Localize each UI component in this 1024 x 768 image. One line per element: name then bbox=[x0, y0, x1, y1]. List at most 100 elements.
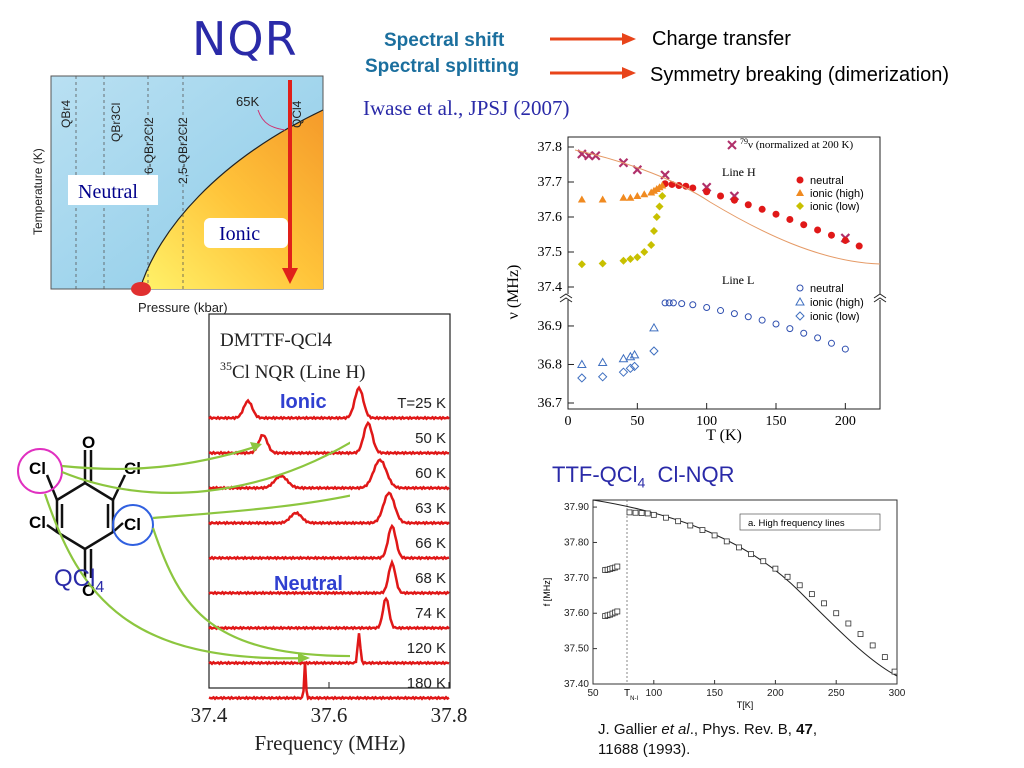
compound-label: 2,6-QBr2Cl2 bbox=[142, 117, 156, 184]
spectra-neutral-label: Neutral bbox=[274, 573, 343, 595]
iwase-point bbox=[689, 184, 697, 192]
gallier-point bbox=[736, 544, 742, 551]
iwase-point bbox=[744, 313, 752, 321]
iwase-point bbox=[655, 202, 664, 211]
iwase-point bbox=[597, 357, 608, 367]
iwase-point bbox=[665, 299, 673, 307]
temperature-label: 180 K bbox=[407, 675, 446, 692]
gallier-point bbox=[638, 510, 645, 516]
cl-bottom-right: Cl bbox=[124, 515, 141, 534]
gallier-point bbox=[857, 631, 864, 638]
iwase-point bbox=[772, 320, 780, 328]
phase-ylabel: Temperature (K) bbox=[31, 148, 45, 235]
iwase-point bbox=[772, 210, 780, 218]
ionic-region-label: Ionic bbox=[219, 223, 260, 245]
iwase-point bbox=[629, 361, 640, 372]
iwase-point bbox=[814, 334, 822, 342]
gallier-point bbox=[644, 510, 651, 517]
iwase-xtick: 0 bbox=[565, 414, 572, 429]
iwase-xtick: 200 bbox=[835, 414, 856, 429]
spectra-title-2: Cl NQR (Line H) bbox=[232, 362, 366, 383]
spectra-title-1: DMTTF-QCl4 bbox=[220, 330, 332, 351]
iwase-point bbox=[577, 359, 587, 368]
phase-xlabel: Pressure (kbar) bbox=[138, 300, 228, 315]
neutral-region-label: Neutral bbox=[78, 181, 138, 203]
iwase-point bbox=[795, 296, 805, 306]
iwase-point bbox=[669, 299, 677, 307]
phase-diagram: QBr4 QBr3Cl 2,6-QBr2Cl2 2,5-QBr2Cl2 QCl4… bbox=[31, 75, 324, 315]
gallier-ytick: 37.40 bbox=[564, 679, 589, 690]
iwase-point bbox=[658, 192, 667, 200]
iwase-legend-entry: ionic (low) bbox=[810, 201, 860, 213]
iwase-point bbox=[786, 325, 794, 333]
iwase-citation: Iwase et al., JPSJ (2007) bbox=[363, 96, 570, 120]
ttf-plot-title: TTF-QCl4 Cl-NQR bbox=[552, 462, 735, 491]
iwase-point bbox=[795, 311, 805, 321]
gallier-xtick: 200 bbox=[767, 688, 784, 699]
gallier-ytick: 37.50 bbox=[564, 644, 589, 655]
iwase-xtick: 50 bbox=[630, 414, 644, 429]
charge-transfer-label: Charge transfer bbox=[652, 28, 791, 50]
gallier-point bbox=[772, 565, 779, 572]
iwase-xtick: 100 bbox=[696, 414, 717, 429]
compound-label: QCl4 bbox=[290, 100, 304, 128]
iwase-point bbox=[682, 182, 690, 190]
iwase-legend-entry: ionic (high) bbox=[810, 297, 864, 309]
iwase-point bbox=[577, 260, 586, 269]
iwase-point bbox=[800, 221, 808, 229]
temperature-label: 60 K bbox=[415, 465, 446, 482]
spectrum-trace bbox=[208, 633, 450, 666]
iwase-point bbox=[827, 231, 835, 239]
spectra-xlabel: Frequency (MHz) bbox=[254, 731, 405, 755]
iwase-xlabel: T (K) bbox=[706, 427, 742, 444]
iwase-point bbox=[649, 227, 658, 235]
gallier-point bbox=[632, 509, 639, 516]
iwase-point bbox=[647, 241, 656, 249]
gallier-point bbox=[796, 582, 803, 589]
spectra-xtick: 37.6 bbox=[311, 703, 348, 727]
iwase-point bbox=[717, 192, 725, 200]
iwase-point bbox=[796, 189, 804, 196]
temp-annotation: 65K bbox=[236, 94, 259, 109]
iwase-point bbox=[626, 255, 635, 263]
iwase-point bbox=[689, 301, 697, 309]
gallier-point bbox=[845, 620, 852, 627]
spectra-xtick: 37.4 bbox=[191, 703, 228, 727]
temperature-label: 120 K bbox=[407, 640, 446, 657]
temperature-label: T=25 K bbox=[397, 395, 446, 412]
temperature-label: 63 K bbox=[415, 500, 446, 517]
iwase-legend-top: 79ν (normalized at 200 K) bbox=[740, 137, 853, 151]
iwase-ytick: 37.4 bbox=[538, 280, 563, 295]
iwase-legend-line-h: Line H bbox=[722, 165, 756, 179]
gallier-point bbox=[808, 591, 815, 598]
gallier-xtick: 300 bbox=[889, 688, 906, 699]
iwase-point bbox=[577, 149, 587, 159]
gallier-ytick: 37.80 bbox=[564, 537, 589, 548]
iwase-point bbox=[629, 349, 640, 359]
iwase-legend-entry: neutral bbox=[810, 283, 844, 295]
gallier-ytick: 37.90 bbox=[564, 502, 589, 513]
spectrum-trace bbox=[208, 420, 450, 456]
oxygen-top: O bbox=[82, 433, 95, 452]
compound-label: 2,5-QBr2Cl2 bbox=[176, 117, 190, 184]
slide-title: NQR bbox=[192, 12, 298, 66]
gallier-point bbox=[614, 563, 621, 570]
iwase-ytick: 37.7 bbox=[538, 175, 563, 190]
gallier-point bbox=[748, 551, 754, 558]
iwase-point bbox=[625, 351, 636, 361]
gallier-point bbox=[626, 509, 633, 516]
gallier-xtick: 250 bbox=[828, 688, 845, 699]
iwase-point bbox=[786, 215, 794, 223]
iwase-point bbox=[841, 345, 849, 353]
spectrum-trace bbox=[208, 596, 450, 631]
gallier-ylabel: f [MHz] bbox=[542, 578, 552, 607]
iwase-point bbox=[626, 193, 635, 201]
spectra-ionic-label: Ionic bbox=[280, 391, 327, 413]
iwase-ytick: 37.5 bbox=[538, 245, 563, 260]
compound-label: QBr4 bbox=[59, 100, 73, 128]
temperature-label: 68 K bbox=[415, 570, 446, 587]
correlation-arrows bbox=[43, 441, 350, 660]
spectrum-trace bbox=[208, 661, 450, 701]
molecule-name: QCl4 bbox=[54, 565, 104, 596]
cl-bottom-left: Cl bbox=[29, 513, 46, 532]
